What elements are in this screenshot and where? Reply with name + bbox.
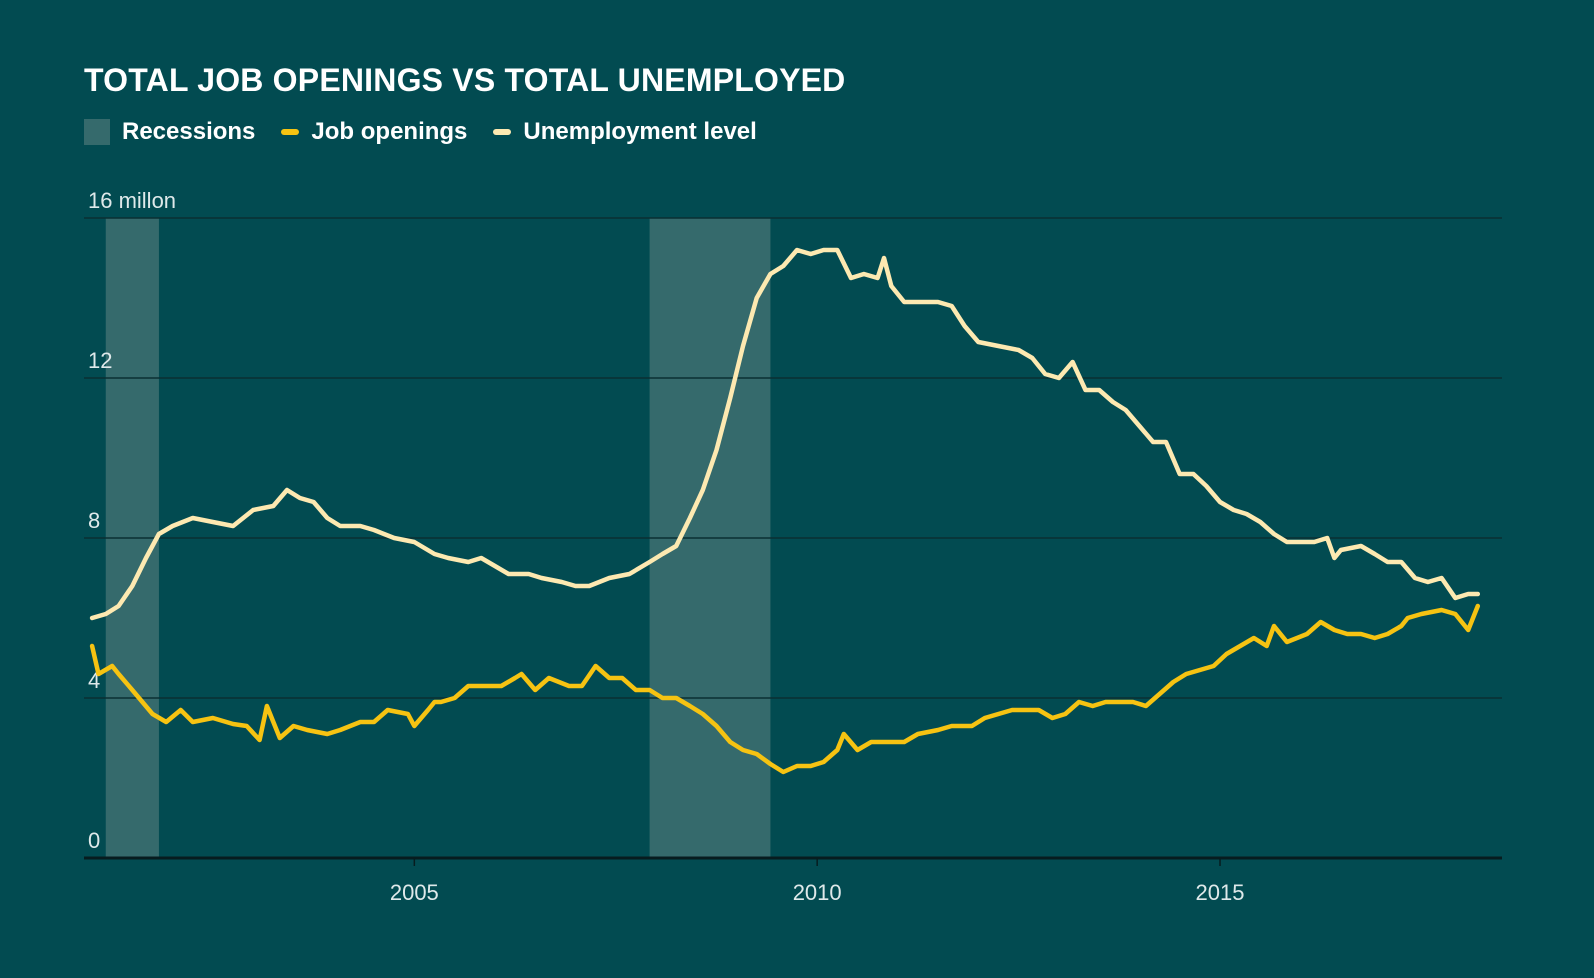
x-tick-label-2005: 2005 [390,880,439,905]
series-line-unemployment [89,247,1481,621]
legend-item-unemployment: Unemployment level [493,118,757,146]
legend-swatch-unemployment [493,129,512,135]
x-tick-label-2010: 2010 [793,880,842,905]
y-tick-label-8: 8 [88,508,100,533]
legend: Recessions Job openings Unemployment lev… [84,118,757,146]
series-line-job-openings [89,603,1481,775]
legend-swatch-recessions [84,119,110,145]
chart-title: TOTAL JOB OPENINGS VS TOTAL UNEMPLOYED [84,62,846,98]
x-tick-label-2015: 2015 [1196,880,1245,905]
legend-label-unemployment: Unemployment level [523,118,757,145]
legend-swatch-job-openings [281,129,300,135]
y-tick-label-12: 12 [88,348,112,373]
legend-item-job-openings: Job openings [281,118,467,146]
legend-label-job-openings: Job openings [311,118,468,145]
y-tick-label-0: 0 [88,828,100,853]
y-tick-label-16: 16 millon [88,188,176,213]
legend-label-recessions: Recessions [122,118,256,145]
legend-item-recessions: Recessions [84,118,255,146]
